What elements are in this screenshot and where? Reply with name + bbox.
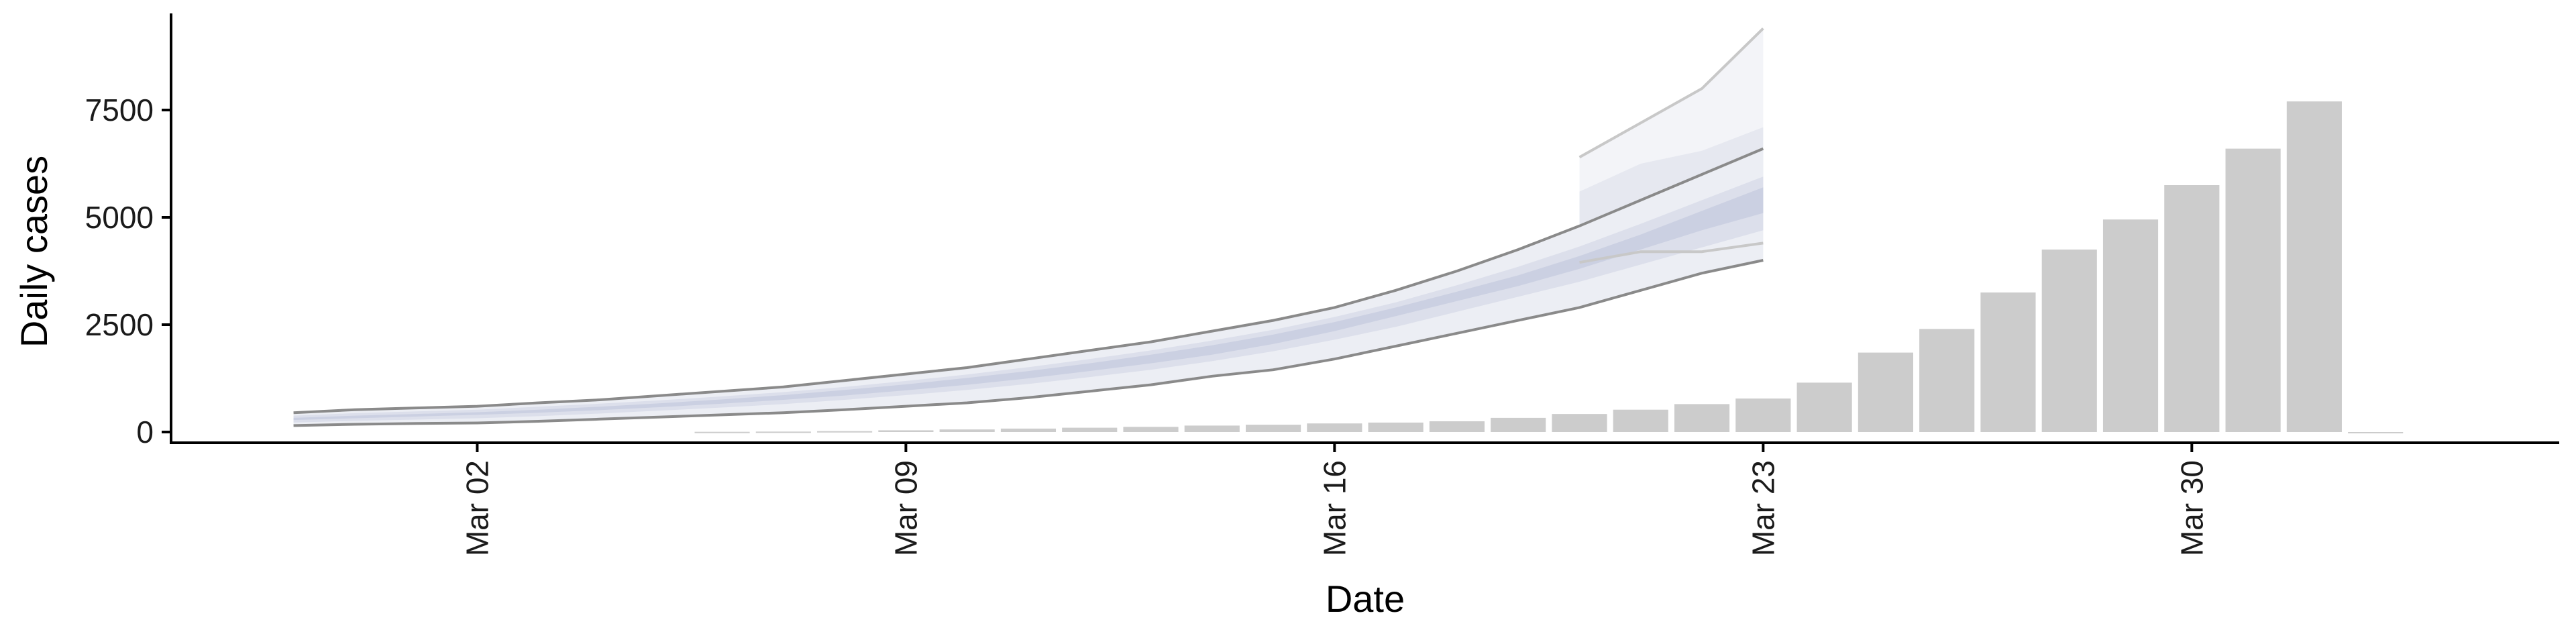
bar [1980,292,2036,432]
bar [2102,219,2159,432]
bar [1123,427,1179,432]
x-axis-ticks: Mar 02 Mar 09 Mar 16 Mar 23 Mar 30 [460,443,2209,556]
x-tick-label: Mar 09 [888,460,923,556]
bar [1552,414,1607,432]
bar [817,431,873,433]
bar [1858,352,1913,432]
x-tick-label: Mar 30 [2174,460,2209,556]
bar [2164,185,2220,432]
bar [1000,428,1057,432]
bar [878,430,934,432]
forecast-bands [293,27,1764,427]
bar [2348,432,2404,433]
forecast-upper-line [293,147,1764,415]
bar [1613,409,1668,432]
bar [694,431,750,433]
bar [1246,425,1301,432]
bar [1062,427,1118,432]
y-axis-title: Daily cases [13,156,55,347]
forecast-extension-lower-line [1579,241,1764,264]
forecast-lower-line [293,259,1764,427]
bar [1368,422,1424,432]
x-tick-label: Mar 23 [1746,460,1780,556]
forecast-inner-band [293,187,1764,421]
bar [2225,148,2281,432]
bar [1184,425,1240,432]
y-axis-ticks: 0 2500 5000 7500 [85,93,171,449]
y-tick-label: 5000 [85,200,154,235]
bars [694,101,2404,433]
bar [1307,423,1362,432]
bar [1919,329,1975,432]
forecast-extension-upper-line [1578,27,1764,159]
x-axis-title: Date [1326,578,1405,620]
bar [1735,398,1791,432]
bar [1674,404,1730,432]
y-tick-label: 0 [136,415,154,449]
x-tick-label: Mar 02 [460,460,494,556]
y-tick-label: 2500 [85,307,154,342]
y-tick-label: 7500 [85,93,154,127]
bar [1491,417,1546,432]
x-tick-label: Mar 16 [1317,460,1352,556]
bar [1796,382,1852,432]
bar [939,429,995,432]
bar [2041,250,2097,432]
bar [2286,101,2342,432]
bar [755,431,811,433]
bar [1429,421,1485,432]
